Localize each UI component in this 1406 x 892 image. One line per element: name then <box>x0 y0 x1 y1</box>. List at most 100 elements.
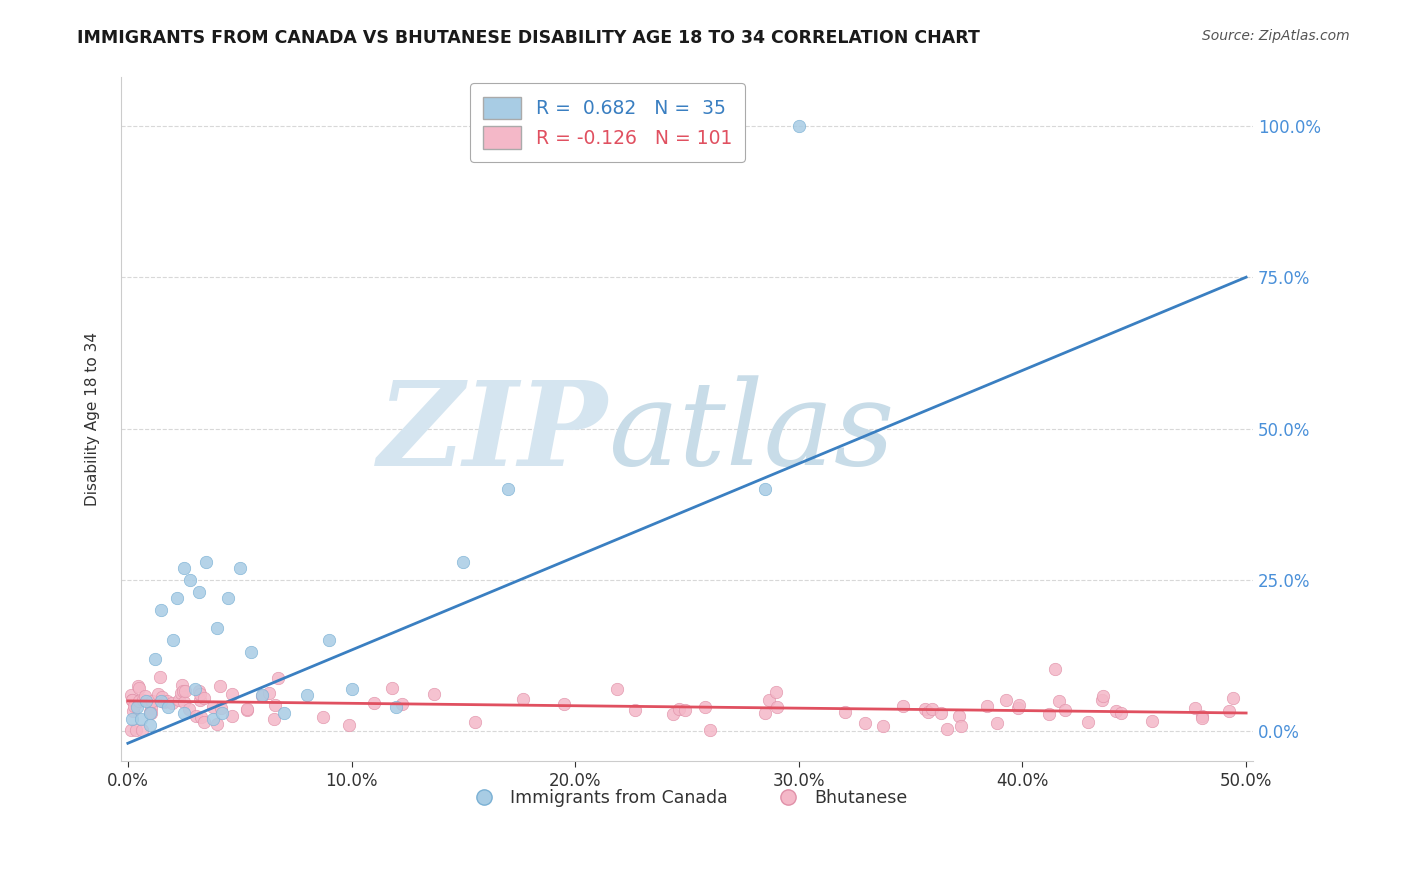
Point <box>512 692 534 706</box>
Point <box>160 696 183 710</box>
Point <box>172 684 194 698</box>
Point <box>201 700 224 714</box>
Point <box>149 670 172 684</box>
Point <box>853 715 876 730</box>
Text: IMMIGRANTS FROM CANADA VS BHUTANESE DISABILITY AGE 18 TO 34 CORRELATION CHART: IMMIGRANTS FROM CANADA VS BHUTANESE DISA… <box>77 29 980 46</box>
Legend: Immigrants from Canada, Bhutanese: Immigrants from Canada, Bhutanese <box>460 782 914 814</box>
Point <box>139 706 162 720</box>
Text: Source: ZipAtlas.com: Source: ZipAtlas.com <box>1202 29 1350 43</box>
Point <box>131 723 153 737</box>
Point <box>1191 709 1213 723</box>
Point <box>312 710 335 724</box>
Point <box>337 717 360 731</box>
Point <box>128 681 150 696</box>
Point <box>453 555 475 569</box>
Point <box>188 687 211 701</box>
Y-axis label: Disability Age 18 to 34: Disability Age 18 to 34 <box>86 333 100 507</box>
Point <box>464 715 486 730</box>
Point <box>184 681 207 696</box>
Point <box>129 712 152 726</box>
Point <box>201 712 224 726</box>
Point <box>179 573 201 587</box>
Point <box>1038 706 1060 721</box>
Point <box>986 716 1008 731</box>
Point <box>193 714 215 729</box>
Point <box>257 686 280 700</box>
Point <box>676 119 699 133</box>
Point <box>166 591 188 605</box>
Point <box>606 682 628 697</box>
Point <box>121 704 143 718</box>
Point <box>146 687 169 701</box>
Point <box>162 633 184 648</box>
Point <box>170 678 193 692</box>
Point <box>141 706 163 720</box>
Point <box>1105 704 1128 718</box>
Point <box>948 709 970 723</box>
Point <box>120 688 142 702</box>
Point <box>156 694 179 708</box>
Point <box>125 723 148 737</box>
Point <box>929 706 952 720</box>
Point <box>122 698 145 713</box>
Point <box>207 621 229 635</box>
Point <box>949 719 972 733</box>
Point <box>917 705 939 719</box>
Point <box>235 703 257 717</box>
Point <box>914 702 936 716</box>
Point <box>766 699 789 714</box>
Point <box>188 693 211 707</box>
Point <box>193 691 215 706</box>
Point <box>150 603 173 617</box>
Point <box>921 702 943 716</box>
Point <box>765 685 787 699</box>
Point <box>132 693 155 707</box>
Point <box>135 694 157 708</box>
Point <box>1142 714 1164 728</box>
Point <box>385 700 408 714</box>
Point <box>221 708 243 723</box>
Point <box>1222 691 1244 706</box>
Point <box>170 686 193 700</box>
Point <box>228 560 250 574</box>
Point <box>263 712 285 726</box>
Point <box>218 591 240 605</box>
Point <box>273 706 295 720</box>
Point <box>188 585 211 599</box>
Point <box>1109 706 1132 720</box>
Text: ZIP: ZIP <box>378 376 607 491</box>
Point <box>263 698 285 712</box>
Point <box>1092 689 1115 703</box>
Point <box>553 697 575 711</box>
Point <box>318 633 340 648</box>
Point <box>754 482 776 496</box>
Point <box>976 698 998 713</box>
Point <box>699 723 721 737</box>
Point <box>1218 704 1240 718</box>
Point <box>250 688 273 702</box>
Point <box>758 693 780 707</box>
Point <box>754 706 776 720</box>
Point <box>787 119 810 133</box>
Point <box>295 688 318 702</box>
Point <box>363 696 385 710</box>
Point <box>1007 700 1029 714</box>
Point <box>1008 698 1031 713</box>
Point <box>693 699 716 714</box>
Point <box>195 555 218 569</box>
Point <box>134 689 156 703</box>
Point <box>1191 710 1213 724</box>
Point <box>177 702 200 716</box>
Point <box>139 718 162 732</box>
Point <box>121 693 143 707</box>
Point <box>673 703 696 717</box>
Point <box>624 703 647 717</box>
Point <box>872 719 894 733</box>
Point <box>128 694 150 708</box>
Point <box>125 700 148 714</box>
Point <box>120 723 142 737</box>
Point <box>1053 703 1076 717</box>
Point <box>1077 714 1099 729</box>
Point <box>207 717 229 731</box>
Point <box>187 684 209 698</box>
